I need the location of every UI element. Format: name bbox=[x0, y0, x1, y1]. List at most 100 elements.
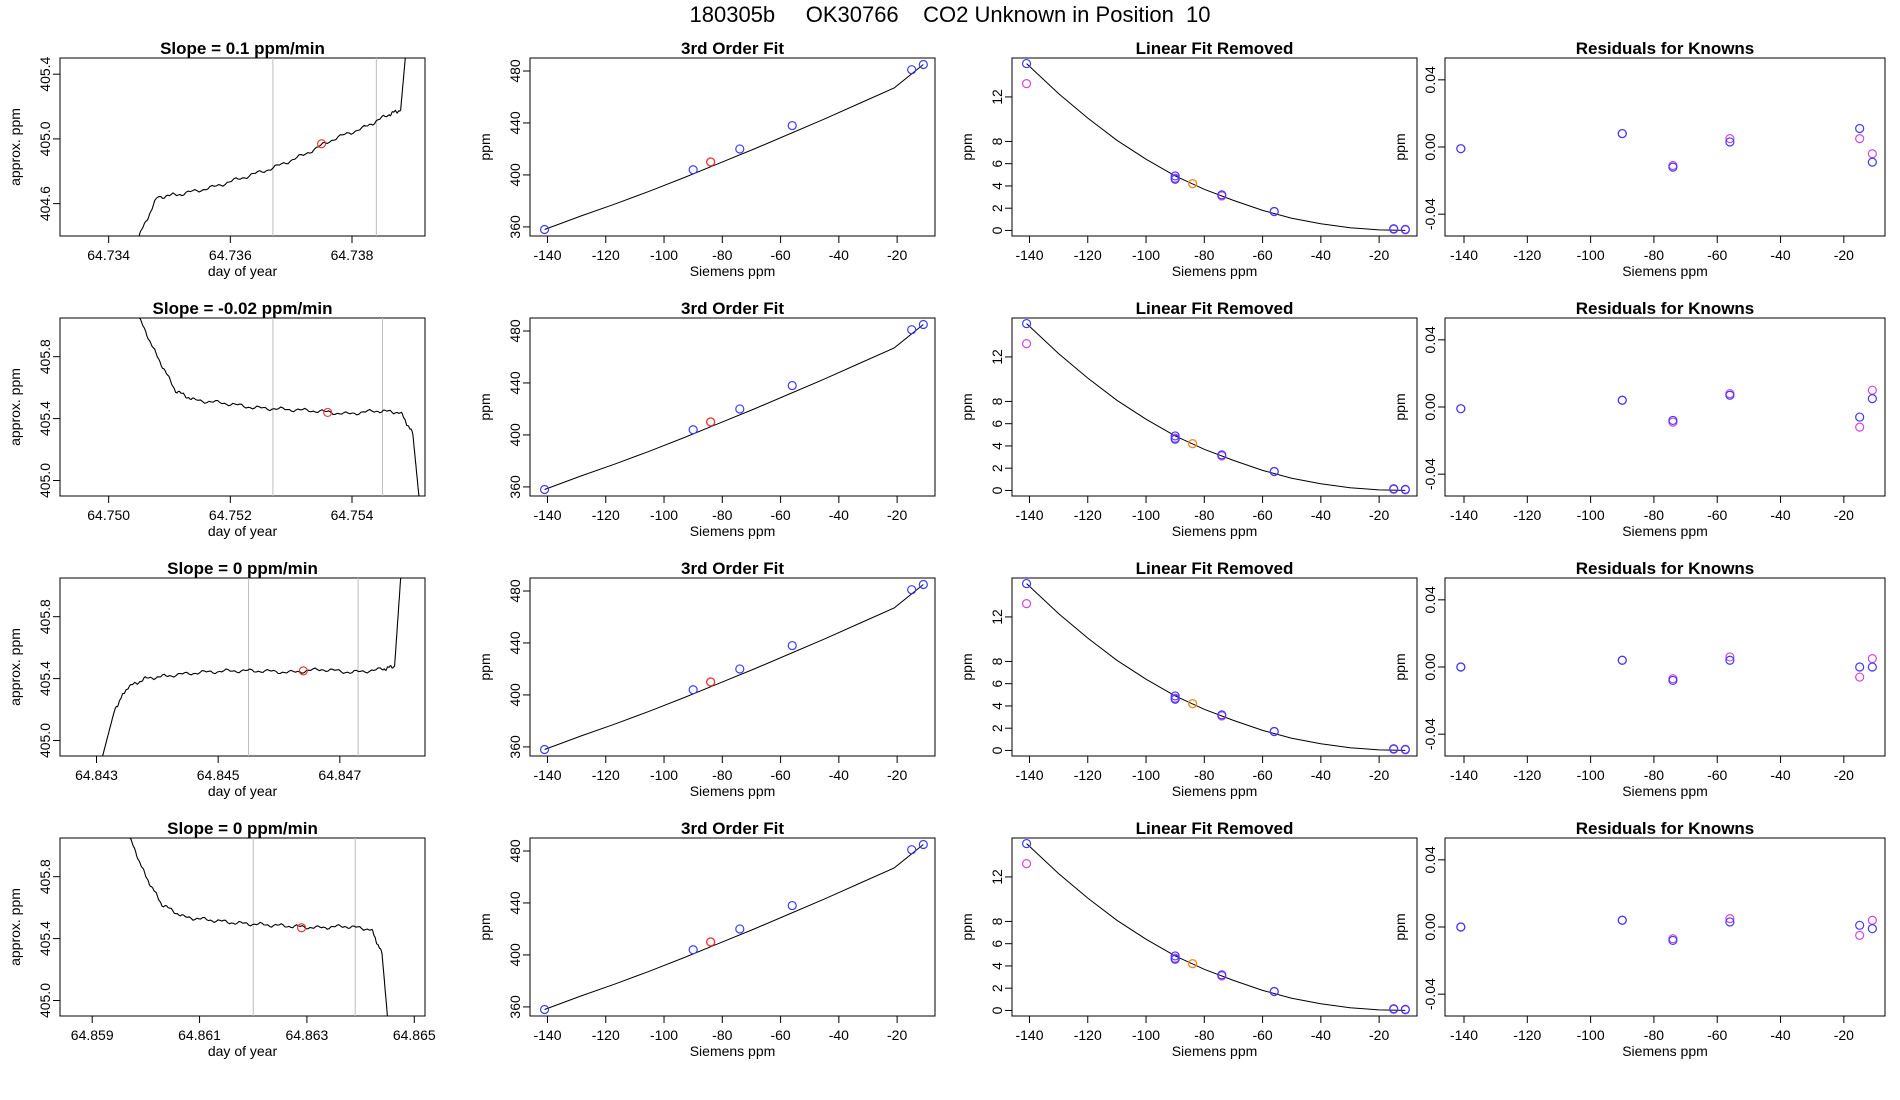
fit-curve bbox=[544, 64, 924, 230]
panel-2-1: Slope = -0.02 ppm/min 64.750 64.752 64.754 4… bbox=[7, 299, 426, 539]
y-tick-label: 480 bbox=[507, 319, 523, 343]
x-tick-label: -60 bbox=[770, 1027, 790, 1043]
unknown-point bbox=[1187, 179, 1198, 189]
known-point-alt bbox=[1855, 422, 1865, 432]
known-point bbox=[1456, 404, 1466, 414]
x-tick-label: 64.865 bbox=[393, 1027, 436, 1043]
y-axis-label: approx. ppm bbox=[7, 108, 23, 186]
x-tick-label: 64.750 bbox=[87, 507, 130, 523]
panel-title: Slope = 0.1 ppm/min bbox=[160, 39, 325, 58]
panel-1-4: Residuals for Knowns -140 -120 -100 -80 -60 -4… bbox=[1392, 39, 1886, 279]
x-tick-label: -60 bbox=[1707, 247, 1727, 263]
x-tick-label: 64.845 bbox=[197, 767, 240, 783]
known-point bbox=[918, 839, 928, 850]
known-point bbox=[907, 845, 917, 855]
series-line bbox=[138, 58, 406, 236]
y-tick-label: 360 bbox=[507, 475, 523, 499]
x-tick-label: -80 bbox=[712, 247, 732, 263]
y-tick-label: 6 bbox=[989, 940, 1005, 948]
y-tick-label: 0 bbox=[989, 1006, 1005, 1014]
series-line bbox=[102, 578, 402, 756]
known-point-alt bbox=[1855, 672, 1865, 682]
x-tick-label: -20 bbox=[887, 1027, 907, 1043]
x-tick-label: -80 bbox=[1194, 507, 1214, 523]
y-tick-label: 400 bbox=[507, 423, 523, 447]
y-tick-label: 404.6 bbox=[37, 186, 53, 221]
x-tick-label: -60 bbox=[1252, 767, 1272, 783]
known-point-alt bbox=[1855, 930, 1865, 940]
known-point bbox=[1389, 224, 1399, 234]
x-axis-label: Siemens ppm bbox=[1172, 1043, 1258, 1059]
x-tick-label: -40 bbox=[1311, 767, 1331, 783]
y-tick-label: 480 bbox=[507, 59, 523, 83]
y-tick-label: 0.04 bbox=[1422, 326, 1438, 353]
x-tick-label: 64.859 bbox=[71, 1027, 114, 1043]
x-tick-label: 64.738 bbox=[331, 247, 374, 263]
known-point bbox=[1170, 171, 1180, 181]
x-tick-label: 64.734 bbox=[87, 247, 130, 263]
x-axis-label: Siemens ppm bbox=[1622, 1043, 1708, 1059]
x-tick-label: -80 bbox=[712, 767, 732, 783]
known-point bbox=[1400, 224, 1410, 234]
known-point bbox=[1617, 395, 1627, 405]
y-tick-label: 405.4 bbox=[37, 661, 53, 696]
y-tick-label: 0 bbox=[989, 746, 1005, 754]
known-point bbox=[1867, 924, 1877, 934]
plot-frame bbox=[529, 317, 936, 497]
fit-curve bbox=[1026, 843, 1406, 1011]
known-point bbox=[1269, 726, 1279, 737]
plot-frame bbox=[59, 577, 426, 757]
known-point bbox=[1389, 484, 1399, 494]
known-point bbox=[787, 900, 797, 911]
plot-frame bbox=[1444, 317, 1886, 497]
x-tick-label: -20 bbox=[1834, 507, 1854, 523]
x-tick-label: -80 bbox=[1194, 247, 1214, 263]
x-tick-label: -140 bbox=[1015, 247, 1043, 263]
x-tick-label: -80 bbox=[1644, 507, 1664, 523]
unknown-point bbox=[323, 407, 333, 418]
known-point-alt bbox=[1867, 385, 1877, 395]
known-point bbox=[1668, 935, 1678, 946]
panel-title: 3rd Order Fit bbox=[681, 39, 784, 58]
panel-title: Slope = 0 ppm/min bbox=[167, 559, 318, 578]
x-tick-label: -20 bbox=[887, 767, 907, 783]
unknown-point bbox=[1187, 439, 1198, 449]
y-tick-label: 0.04 bbox=[1422, 66, 1438, 93]
x-tick-label: -80 bbox=[712, 1027, 732, 1043]
y-tick-label: 480 bbox=[507, 579, 523, 603]
panel-title: 3rd Order Fit bbox=[681, 559, 784, 578]
known-point bbox=[1400, 744, 1410, 754]
panel-title: Residuals for Knowns bbox=[1576, 559, 1755, 578]
panel-title: Slope = -0.02 ppm/min bbox=[153, 299, 333, 318]
x-tick-label: -120 bbox=[1513, 1027, 1541, 1043]
known-point bbox=[787, 120, 797, 131]
x-tick-label: -20 bbox=[1834, 247, 1854, 263]
known-point bbox=[1617, 655, 1627, 665]
fit-curve bbox=[1026, 63, 1406, 231]
panel-3-4: Residuals for Knowns -140 -120 -100 -80 -60 -4… bbox=[1392, 559, 1886, 799]
known-point bbox=[1456, 144, 1466, 154]
x-tick-label: -120 bbox=[1074, 507, 1102, 523]
x-tick-label: -100 bbox=[650, 507, 678, 523]
plot-frame bbox=[59, 57, 426, 237]
y-tick-label: 400 bbox=[507, 943, 523, 967]
x-axis-label: Siemens ppm bbox=[1622, 783, 1708, 799]
known-point bbox=[1668, 162, 1678, 172]
y-tick-label: 12 bbox=[989, 869, 1005, 885]
known-point-alt bbox=[1021, 338, 1032, 349]
page-title: 180305b OK30766 CO2 Unknown in Position … bbox=[689, 2, 1211, 27]
x-tick-label: -60 bbox=[1252, 507, 1272, 523]
x-tick-label: -100 bbox=[650, 767, 678, 783]
known-point bbox=[1867, 662, 1877, 672]
plot-frame bbox=[1444, 57, 1886, 237]
y-tick-label: 4 bbox=[989, 702, 1005, 710]
x-tick-label: -20 bbox=[1834, 1027, 1854, 1043]
x-tick-label: -120 bbox=[1513, 247, 1541, 263]
x-tick-label: -100 bbox=[1132, 1027, 1160, 1043]
x-tick-label: -40 bbox=[1311, 1027, 1331, 1043]
y-tick-label: 6 bbox=[989, 420, 1005, 428]
known-point-alt bbox=[1021, 858, 1032, 869]
y-tick-label: 405.4 bbox=[37, 401, 53, 436]
panel-title: Slope = 0 ppm/min bbox=[167, 819, 318, 838]
known-point bbox=[1725, 655, 1735, 665]
